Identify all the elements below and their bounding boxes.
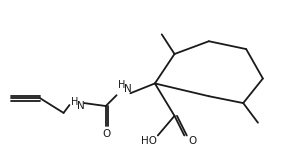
Text: N: N — [125, 84, 132, 94]
Text: O: O — [188, 136, 196, 146]
Text: O: O — [103, 128, 111, 138]
Text: H: H — [71, 97, 78, 107]
Text: H: H — [118, 80, 125, 90]
Text: N: N — [77, 101, 85, 111]
Text: HO: HO — [141, 136, 157, 146]
